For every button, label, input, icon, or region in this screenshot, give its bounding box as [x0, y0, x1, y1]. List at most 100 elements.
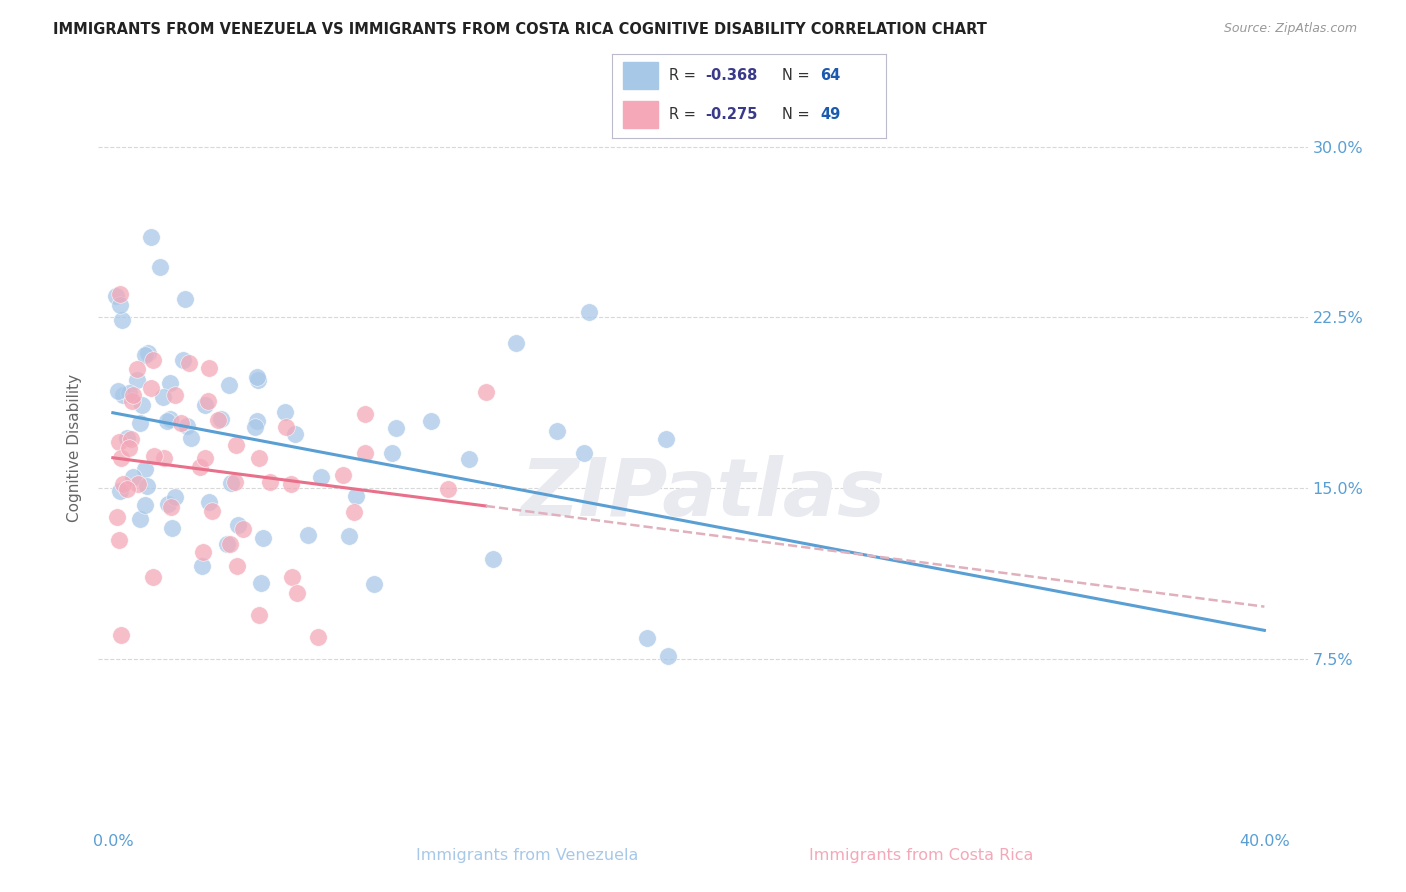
Point	[120, 432, 142, 446]
Bar	[623, 101, 658, 128]
Point	[121, 394, 143, 409]
Point	[169, 417, 191, 431]
Point	[193, 545, 215, 559]
Point	[194, 399, 217, 413]
Point	[200, 503, 222, 517]
Point	[247, 607, 270, 622]
Point	[107, 510, 129, 524]
Point	[127, 362, 149, 376]
Point	[280, 477, 302, 491]
Point	[224, 475, 246, 490]
Point	[636, 631, 658, 645]
Point	[125, 372, 148, 386]
Point	[207, 412, 229, 426]
Point	[159, 411, 181, 425]
Point	[108, 533, 131, 547]
Y-axis label: Cognitive Disability: Cognitive Disability	[67, 374, 83, 523]
Point	[332, 468, 354, 483]
Point	[105, 289, 128, 303]
Point	[217, 537, 239, 551]
Point	[344, 489, 367, 503]
Point	[111, 312, 134, 326]
Point	[142, 570, 165, 584]
Point	[482, 552, 505, 566]
Point	[110, 298, 132, 312]
Point	[110, 628, 132, 642]
Point	[117, 483, 139, 497]
Point	[218, 377, 240, 392]
Point	[180, 431, 202, 445]
Point	[136, 346, 159, 360]
Text: ZIPatlas: ZIPatlas	[520, 455, 886, 533]
Point	[209, 411, 232, 425]
Point	[149, 260, 172, 274]
Point	[572, 446, 595, 460]
Point	[354, 446, 377, 460]
Point	[281, 570, 304, 584]
Point	[156, 414, 179, 428]
Point	[142, 352, 165, 367]
Point	[139, 381, 162, 395]
Point	[191, 558, 214, 573]
Point	[259, 475, 281, 489]
Point	[177, 356, 200, 370]
Point	[420, 414, 443, 428]
Point	[188, 460, 211, 475]
Point	[546, 425, 568, 439]
Point	[252, 531, 274, 545]
Point	[108, 287, 131, 301]
Text: R =: R =	[669, 107, 700, 122]
Point	[128, 416, 150, 430]
Point	[274, 405, 297, 419]
Point	[219, 476, 242, 491]
Point	[160, 521, 183, 535]
Point	[152, 390, 174, 404]
Point	[107, 384, 129, 398]
Point	[246, 369, 269, 384]
Text: R =: R =	[669, 68, 700, 83]
Point	[108, 484, 131, 499]
Point	[118, 441, 141, 455]
Point	[384, 420, 406, 434]
Point	[172, 352, 194, 367]
Point	[225, 559, 247, 574]
Text: Source: ZipAtlas.com: Source: ZipAtlas.com	[1223, 22, 1357, 36]
Point	[578, 304, 600, 318]
Text: -0.275: -0.275	[704, 107, 758, 122]
Point	[134, 348, 156, 362]
Point	[198, 360, 221, 375]
Point	[225, 438, 247, 452]
Point	[142, 449, 165, 463]
Point	[136, 479, 159, 493]
Point	[128, 512, 150, 526]
Point	[160, 500, 183, 515]
Point	[353, 407, 375, 421]
Point	[247, 451, 270, 466]
Point	[156, 497, 179, 511]
Text: N =: N =	[782, 107, 814, 122]
Point	[475, 384, 498, 399]
Point	[121, 388, 143, 402]
Point	[134, 462, 156, 476]
Point	[232, 522, 254, 536]
Text: IMMIGRANTS FROM VENEZUELA VS IMMIGRANTS FROM COSTA RICA COGNITIVE DISABILITY COR: IMMIGRANTS FROM VENEZUELA VS IMMIGRANTS …	[53, 22, 987, 37]
Point	[159, 376, 181, 390]
Text: 64: 64	[820, 68, 841, 83]
Point	[274, 420, 297, 434]
Text: 49: 49	[820, 107, 841, 122]
Point	[165, 388, 187, 402]
Point	[153, 450, 176, 465]
Text: Immigrants from Venezuela: Immigrants from Venezuela	[416, 848, 638, 863]
Point	[194, 451, 217, 466]
Point	[246, 414, 269, 428]
Point	[131, 398, 153, 412]
Point	[285, 586, 308, 600]
Point	[197, 393, 219, 408]
Point	[174, 292, 197, 306]
Point	[297, 527, 319, 541]
Point	[363, 577, 385, 591]
Point	[458, 451, 481, 466]
Point	[243, 419, 266, 434]
Point	[218, 537, 240, 551]
Point	[111, 477, 134, 491]
